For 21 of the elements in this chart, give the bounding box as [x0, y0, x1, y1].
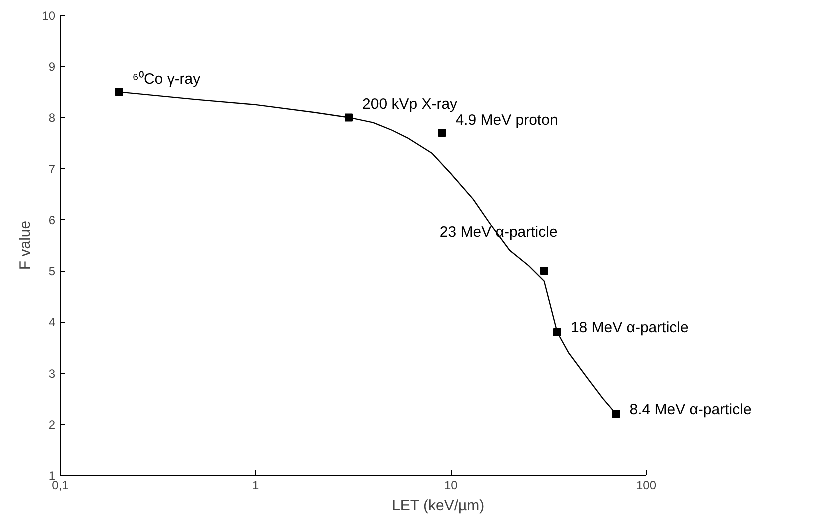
annotation: 23 MeV α-particle — [440, 224, 558, 241]
y-axis-title: F value — [17, 220, 34, 270]
annotation: 18 MeV α-particle — [570, 319, 689, 336]
annotation: ⁶⁰Co γ-ray — [132, 70, 201, 88]
y-tick-label: 2 — [48, 418, 56, 432]
y-tick-label: 3 — [48, 366, 56, 381]
x-tick-label: 100 — [636, 478, 657, 492]
y-tick-label: 5 — [48, 264, 56, 279]
annotation: 200 kVp X-ray — [362, 96, 458, 114]
y-tick-label: 8 — [48, 111, 56, 126]
y-tick-label: 9 — [48, 60, 56, 74]
x-tick-label: 10 — [444, 478, 458, 492]
x-axis-title: LET (keV/µm) — [392, 498, 485, 514]
y-tick-label: 10 — [42, 9, 56, 23]
x-tick-label: 1 — [252, 478, 260, 492]
y-tick-label: 6 — [48, 213, 56, 228]
annotation: 8.4 MeV α-particle — [630, 401, 752, 418]
y-tick-label: 4 — [48, 316, 56, 330]
annotation: 4.9 MeV proton — [456, 112, 558, 129]
x-tick-label: 0,1 — [52, 478, 70, 492]
y-tick-label: 7 — [48, 162, 56, 176]
